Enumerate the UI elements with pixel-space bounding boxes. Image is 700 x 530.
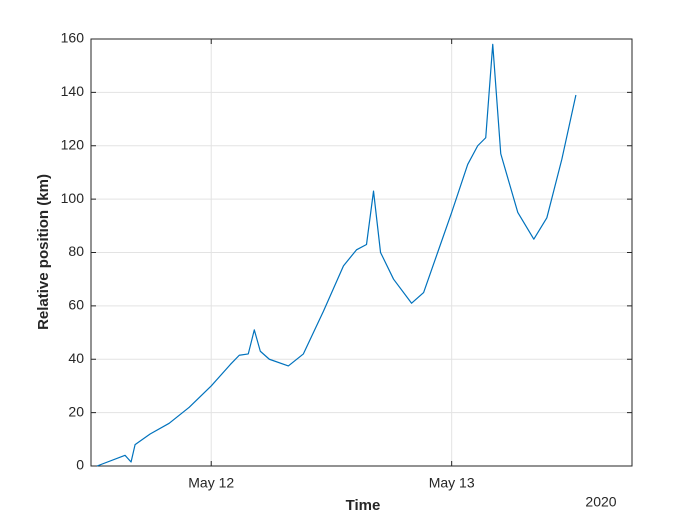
y-tick-label: 60 — [68, 297, 84, 313]
y-tick-label: 100 — [61, 190, 85, 206]
x-axis-label: Time — [346, 497, 381, 514]
data-line — [96, 43, 577, 467]
y-tick-label: 80 — [68, 243, 84, 259]
x-year-label: 2020 — [585, 494, 616, 510]
y-tick-label: 40 — [68, 350, 84, 366]
y-tick-label: 120 — [61, 136, 85, 152]
x-tick-label: May 13 — [429, 475, 475, 491]
y-axis-label: Relative position (km) — [35, 174, 52, 330]
x-tick-label: May 12 — [188, 475, 234, 491]
y-tick-label: 0 — [76, 457, 84, 473]
y-tick-label: 20 — [68, 403, 84, 419]
y-tick-label: 140 — [61, 83, 85, 99]
y-tick-label: 160 — [61, 30, 85, 46]
